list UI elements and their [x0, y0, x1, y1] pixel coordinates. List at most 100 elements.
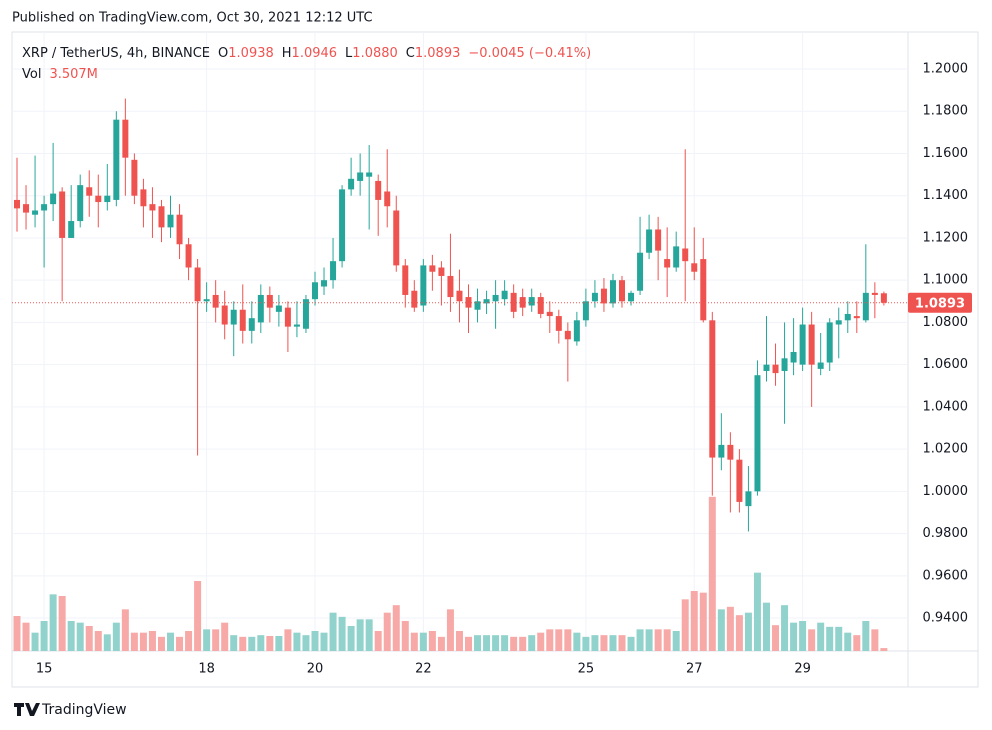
- volume-bar: [275, 636, 283, 651]
- volume-bar: [528, 635, 536, 651]
- volume-bar: [483, 635, 491, 651]
- candle-body: [122, 119, 129, 158]
- candle-body: [311, 282, 318, 300]
- y-tick-label: 1.1000: [923, 273, 969, 288]
- candle-body: [682, 248, 689, 262]
- candle-body: [745, 491, 752, 507]
- volume-bar: [555, 629, 563, 651]
- volume-bar: [293, 632, 301, 651]
- volume-bar: [311, 631, 319, 651]
- candle-body: [709, 320, 716, 458]
- candle-body: [727, 444, 734, 460]
- candle-body: [393, 210, 400, 266]
- volume-bar: [799, 621, 807, 651]
- candle-body: [492, 294, 499, 302]
- volume-bar: [248, 636, 256, 651]
- candle-body: [167, 214, 174, 228]
- candle-body: [456, 290, 463, 302]
- candle-body: [275, 305, 282, 312]
- candle-body: [844, 313, 851, 321]
- candle-body: [799, 324, 806, 365]
- volume-bar: [880, 648, 888, 651]
- volume-bar: [564, 629, 572, 651]
- volume-bar: [501, 635, 509, 651]
- candle-body: [582, 301, 589, 321]
- volume-bar: [185, 631, 193, 651]
- volume-bar: [717, 609, 725, 651]
- candle-body: [23, 204, 30, 213]
- candle-body: [790, 351, 797, 363]
- last-price-label: 1.0893: [915, 296, 965, 311]
- candle-body: [862, 292, 869, 321]
- candle-body: [348, 178, 355, 190]
- volume-bar: [817, 622, 825, 651]
- volume-bar: [85, 626, 93, 651]
- y-tick-label: 0.9600: [923, 568, 969, 583]
- candle-body: [293, 324, 300, 327]
- volume-bar: [871, 629, 879, 651]
- volume-bar: [546, 629, 554, 651]
- volume-bar: [437, 636, 445, 651]
- candle-body: [438, 267, 445, 276]
- candle-body: [772, 364, 779, 374]
- volume-bar: [744, 612, 752, 651]
- volume-bar: [329, 612, 337, 651]
- candle-body: [691, 263, 698, 272]
- volume-bar: [383, 612, 391, 651]
- candle-body: [619, 280, 626, 302]
- candle-body: [528, 297, 535, 306]
- legend-text: −0.0045 (−0.41%): [468, 46, 591, 61]
- volume-bar: [356, 619, 364, 651]
- candle-body: [384, 191, 391, 207]
- volume-bar: [401, 621, 409, 651]
- brand: TradingView: [41, 702, 127, 718]
- volume-bar: [76, 622, 84, 651]
- legend-text: L: [345, 46, 353, 61]
- volume-bar: [735, 615, 743, 651]
- volume-bar: [94, 631, 102, 651]
- last-price-box: [908, 292, 972, 313]
- volume-bar: [239, 636, 247, 651]
- candle-body: [339, 189, 346, 262]
- candle-body: [59, 191, 66, 238]
- candle-body: [546, 311, 553, 317]
- y-tick-label: 1.0000: [923, 484, 969, 499]
- x-tick-label: 20: [307, 662, 324, 677]
- volume-bar: [419, 632, 427, 651]
- candle-body: [14, 199, 20, 209]
- volume-bar: [284, 629, 292, 651]
- y-tick-label: 1.0400: [923, 399, 969, 414]
- legend-text: O: [218, 46, 228, 61]
- candle-body: [284, 307, 291, 327]
- candle-body: [41, 204, 48, 211]
- candle-body: [366, 172, 373, 177]
- volume-bar: [446, 609, 454, 651]
- candle-body: [573, 320, 580, 342]
- candle-body: [32, 210, 39, 215]
- logo: [14, 703, 40, 716]
- axes: 0.9400 0.9600 0.9800 1.0000 1.0200 1.0400 1.06…: [36, 61, 972, 677]
- x-tick-label: 25: [578, 662, 595, 677]
- volume-bar: [157, 636, 165, 651]
- volume-bar: [203, 629, 211, 651]
- volume-bar: [492, 635, 500, 651]
- candle-body: [826, 322, 833, 363]
- volume-bar: [194, 581, 202, 651]
- candle-body: [77, 185, 84, 222]
- candle-body: [140, 189, 147, 207]
- legend-text: 1.0946: [292, 46, 338, 61]
- volume-bar: [13, 616, 21, 651]
- frame: [11, 31, 979, 688]
- volume-bar: [212, 629, 220, 651]
- y-tick-label: 1.1800: [923, 104, 969, 119]
- candle-body: [176, 214, 183, 245]
- volume-bar: [681, 599, 689, 651]
- candle-body: [673, 246, 680, 268]
- volume-bar: [654, 629, 662, 651]
- volume-bar: [112, 622, 120, 651]
- candle-body: [357, 172, 364, 181]
- volume-bar: [627, 636, 635, 651]
- candle-body: [537, 297, 544, 314]
